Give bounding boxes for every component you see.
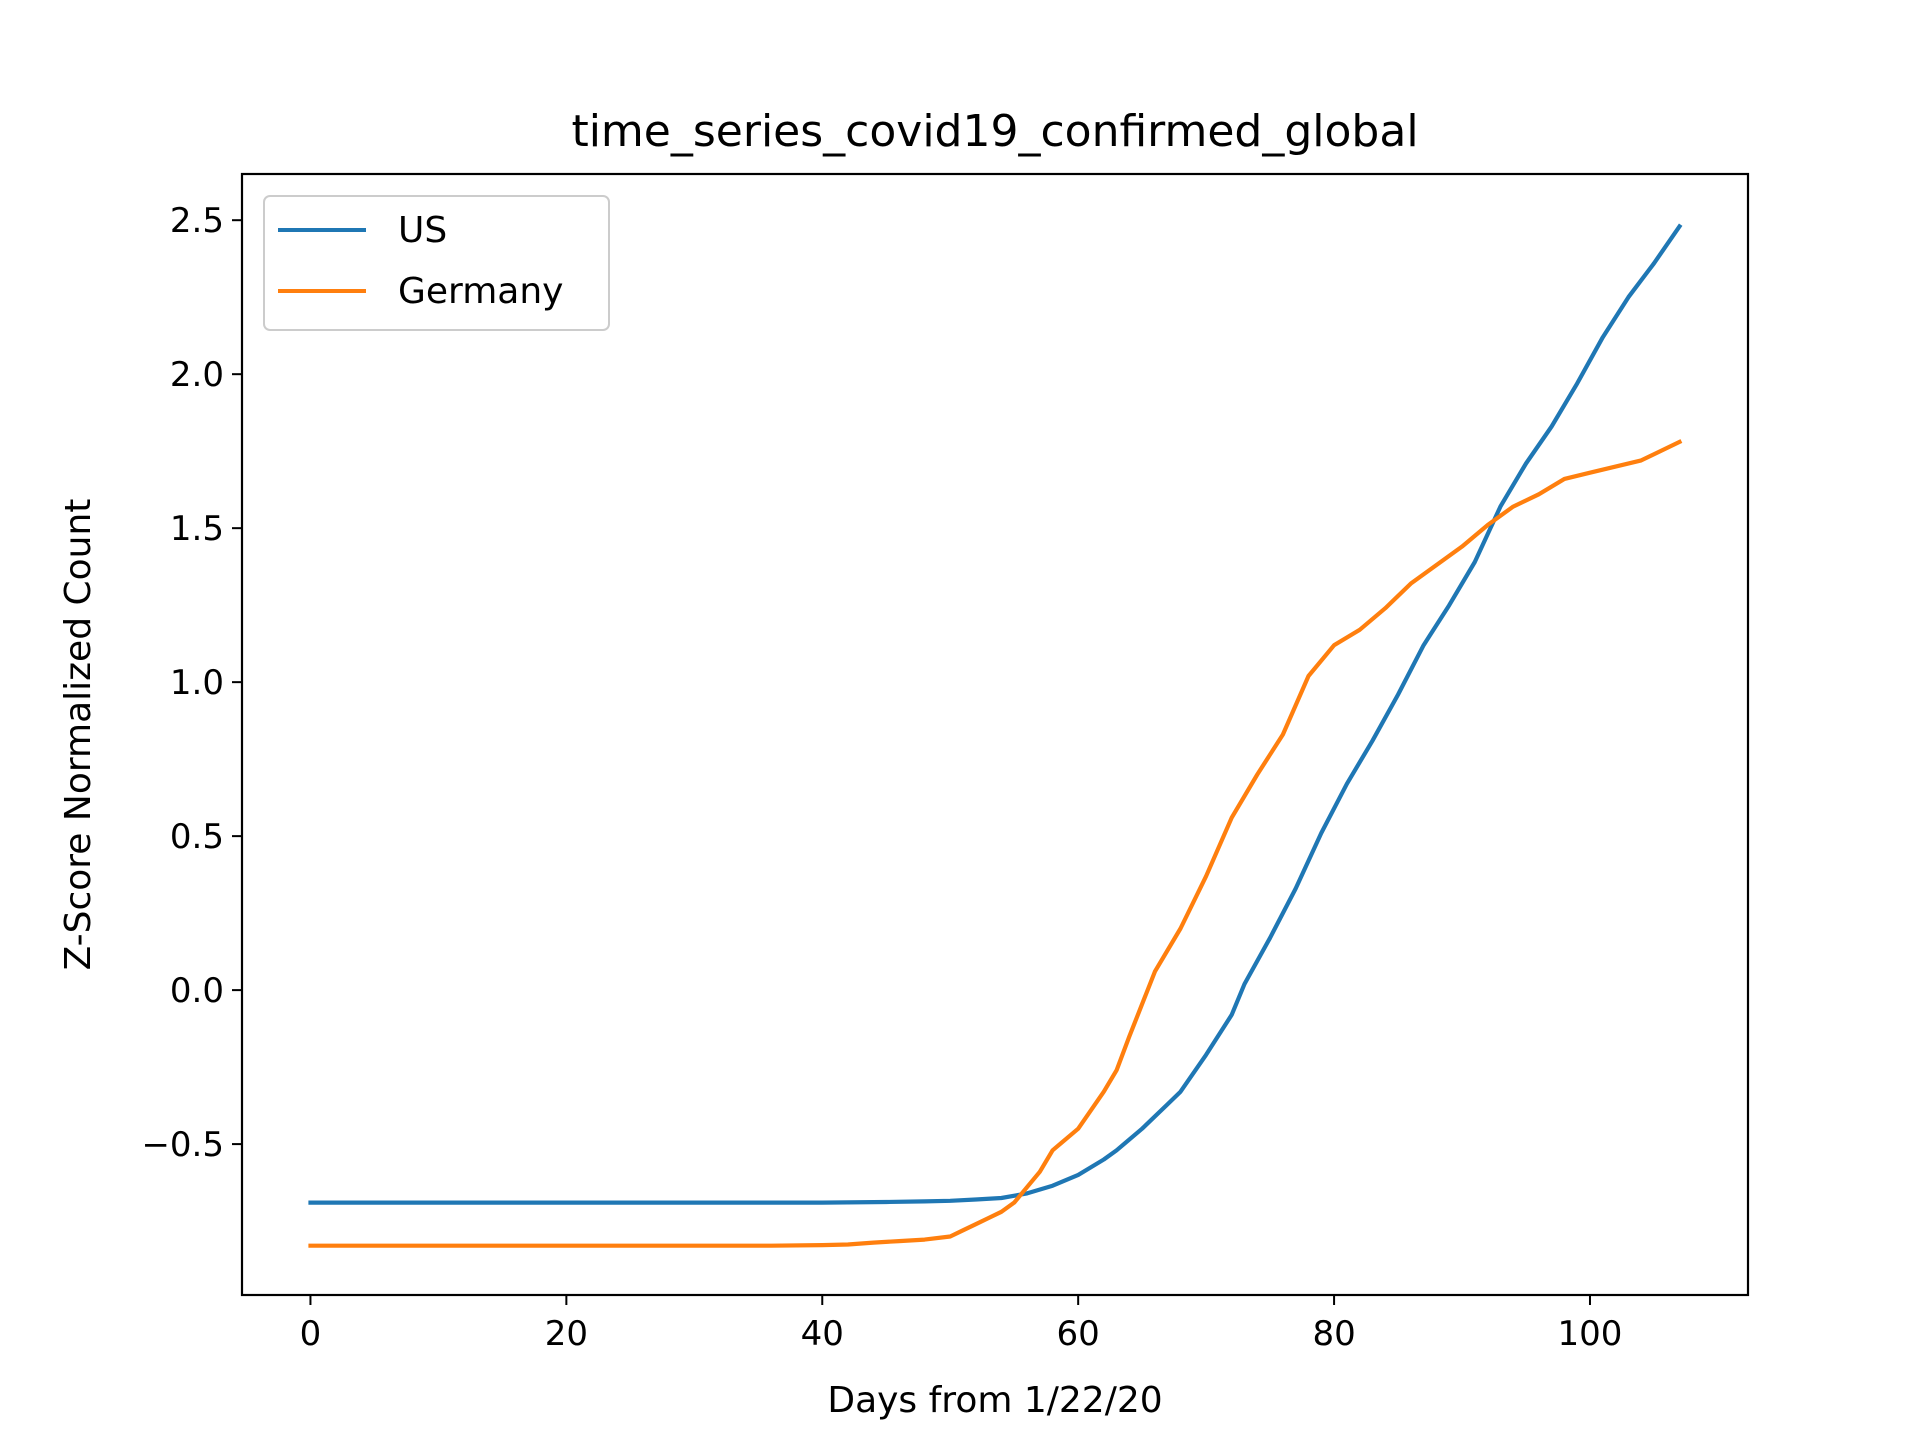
y-axis-label: Z-Score Normalized Count — [58, 499, 99, 971]
legend-label-us: US — [398, 210, 447, 251]
legend-label-germany: Germany — [398, 271, 563, 312]
plot-area-frame — [240, 172, 1750, 1297]
x-tick-label: 80 — [1312, 1314, 1355, 1354]
y-tick-label: 1.5 — [170, 509, 224, 549]
legend: US Germany — [263, 195, 610, 331]
series-line-germany — [308, 439, 1683, 1248]
series-line-us — [308, 223, 1683, 1205]
y-tick-label: 1.0 — [170, 663, 224, 703]
series-layer — [308, 223, 1683, 1248]
x-tick-label: 40 — [801, 1314, 844, 1354]
x-axis: 0 20 40 60 80 100 — [300, 1295, 1623, 1354]
y-tick-label: 0.0 — [170, 971, 224, 1011]
x-tick-label: 60 — [1057, 1314, 1100, 1354]
x-tick-label: 100 — [1558, 1314, 1623, 1354]
y-tick-label: 2.5 — [170, 201, 224, 241]
y-tick-label: −0.5 — [141, 1125, 224, 1165]
chart-title: time_series_covid19_confirmed_global — [571, 106, 1418, 157]
y-tick-label: 2.0 — [170, 355, 224, 395]
y-tick-label: 0.5 — [170, 817, 224, 857]
x-axis-label: Days from 1/22/20 — [827, 1380, 1162, 1421]
x-tick-label: 0 — [300, 1314, 322, 1354]
x-tick-label: 20 — [545, 1314, 588, 1354]
y-axis: −0.5 0.0 0.5 1.0 1.5 2.0 2.5 — [141, 201, 242, 1165]
